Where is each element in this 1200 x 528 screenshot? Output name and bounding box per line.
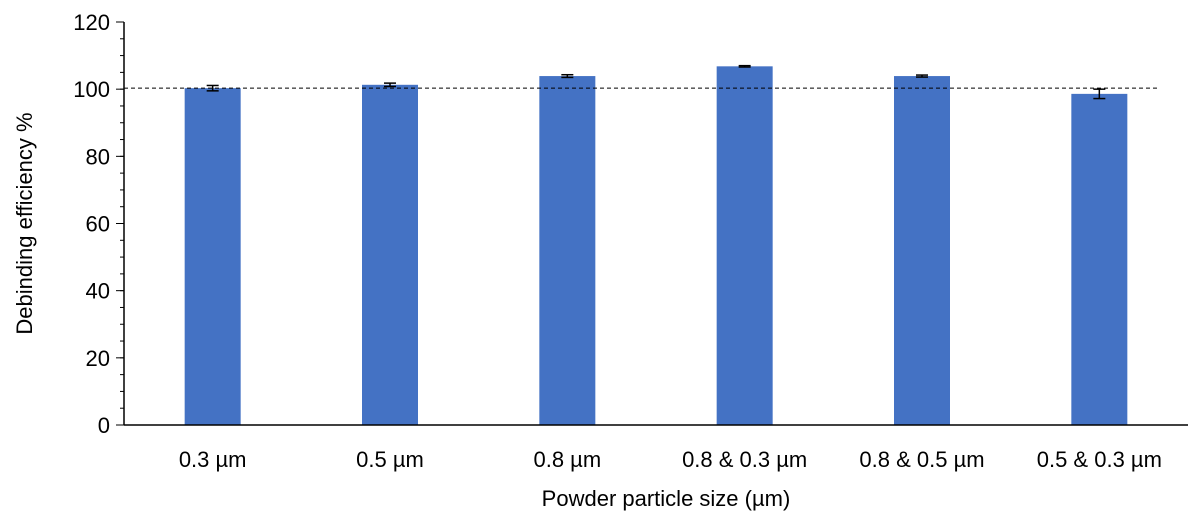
bar bbox=[894, 76, 950, 426]
x-tick-label: 0.8 µm bbox=[533, 447, 601, 472]
x-tick-label: 0.3 µm bbox=[179, 447, 247, 472]
y-tick-label: 120 bbox=[73, 10, 110, 35]
y-tick-label: 60 bbox=[86, 212, 110, 237]
bar bbox=[1071, 93, 1128, 425]
x-axis-title: Powder particle size (µm) bbox=[542, 486, 791, 511]
x-tick-label: 0.5 µm bbox=[356, 447, 424, 472]
y-tick-label: 20 bbox=[86, 346, 110, 371]
x-axis-tick-labels: 0.3 µm 0.5 µm 0.8 µm 0.8 & 0.3 µm 0.8 & 0.5 … bbox=[179, 447, 1162, 472]
error-bars bbox=[206, 64, 1106, 100]
bar bbox=[362, 84, 418, 425]
bar bbox=[184, 88, 241, 425]
x-tick-label: 0.5 & 0.3 µm bbox=[1037, 447, 1162, 472]
x-tick-label: 0.8 & 0.3 µm bbox=[682, 447, 807, 472]
y-axis-title: Debinding efficiency % bbox=[12, 112, 37, 334]
y-tick-label: 40 bbox=[86, 279, 110, 304]
y-axis-ticks: 0 20 40 60 80 100 120 bbox=[73, 10, 124, 438]
y-tick-label: 0 bbox=[98, 413, 110, 438]
bars bbox=[184, 66, 1128, 426]
bar bbox=[539, 76, 596, 426]
bar bbox=[716, 66, 773, 425]
y-tick-label: 80 bbox=[86, 144, 110, 169]
y-tick-label: 100 bbox=[73, 77, 110, 102]
x-tick-label: 0.8 & 0.5 µm bbox=[859, 447, 984, 472]
